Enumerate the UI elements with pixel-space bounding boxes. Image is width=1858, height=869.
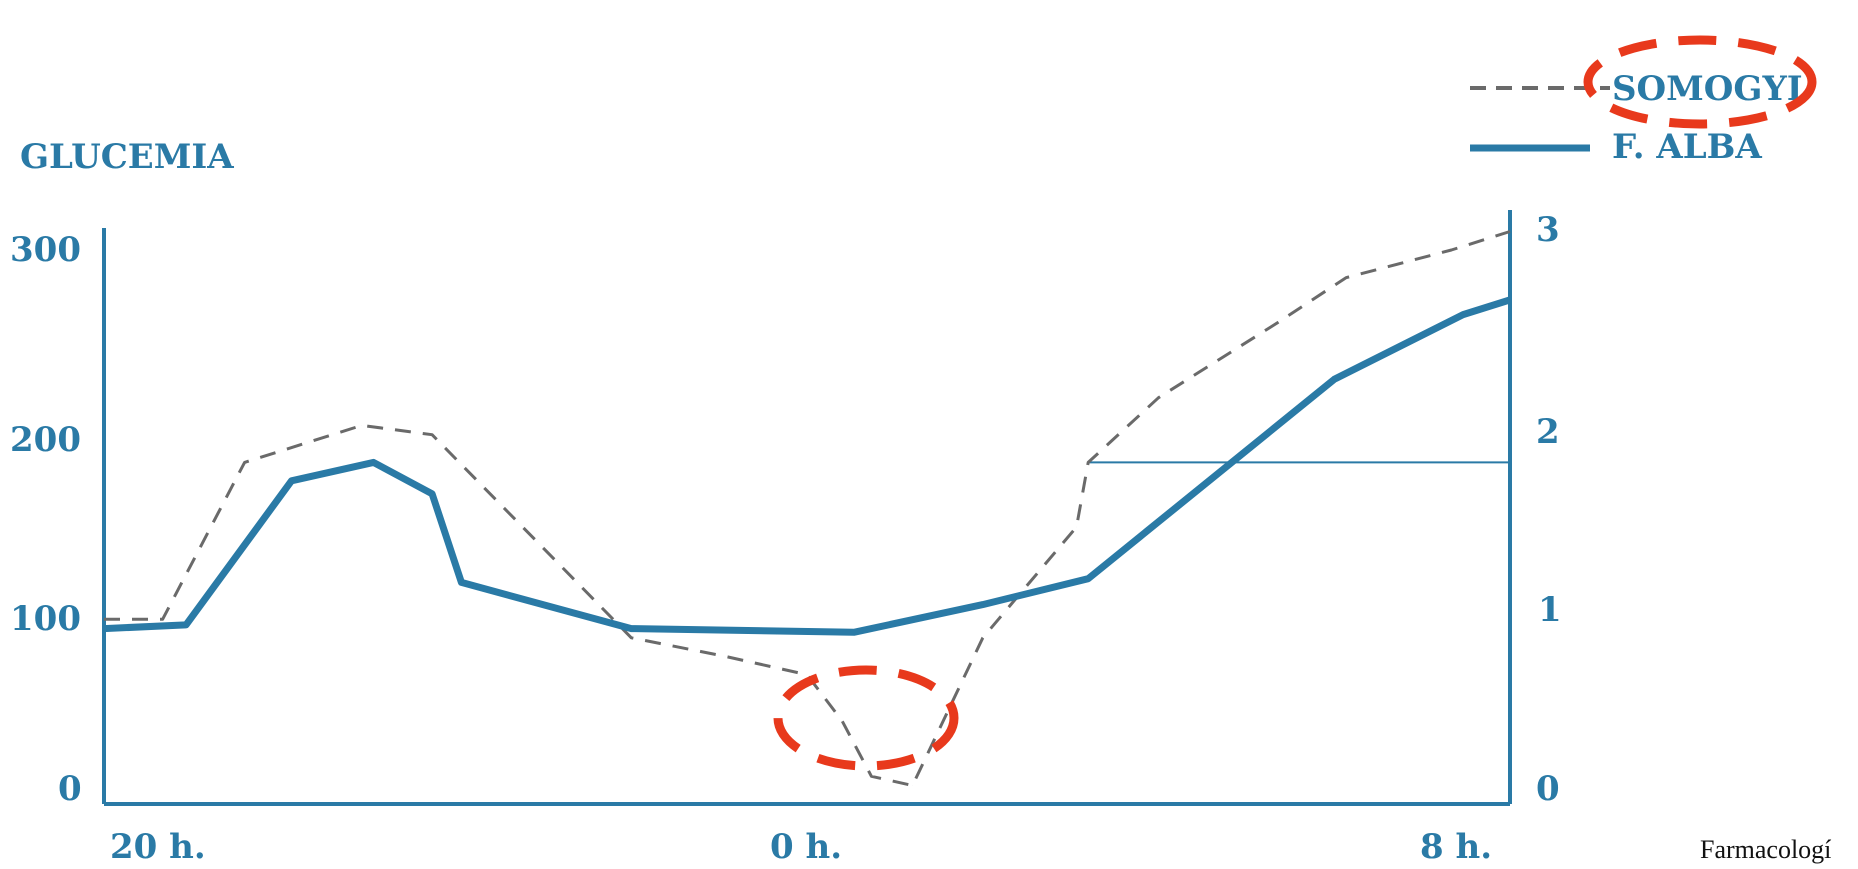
x-tick-0h: 0 h. bbox=[770, 827, 842, 867]
left-y-tick-200: 200 bbox=[10, 420, 81, 460]
series-line-f-alba bbox=[103, 296, 1512, 636]
left-y-tick-0: 0 bbox=[58, 769, 82, 809]
x-tick-8h: 8 h. bbox=[1420, 827, 1492, 867]
legend-label-alba: F. ALBA bbox=[1612, 127, 1762, 167]
legend-label-somogyi: SOMOGYI bbox=[1612, 69, 1803, 109]
x-tick-20h: 20 h. bbox=[110, 827, 206, 867]
highlight-legend-somogyi bbox=[1583, 35, 1817, 129]
right-y-tick-2: 2 bbox=[1536, 412, 1560, 452]
chart-legend: SOMOGYI F. ALBA bbox=[1470, 69, 1803, 167]
y-axis-title: GLUCEMIA bbox=[20, 137, 234, 177]
right-y-tick-3: 3 bbox=[1536, 210, 1560, 250]
source-credit: Farmacologí bbox=[1700, 835, 1831, 864]
highlight-somogyi-minimum bbox=[773, 665, 959, 771]
left-y-tick-100: 100 bbox=[10, 599, 81, 639]
right-y-tick-1: 1 bbox=[1538, 590, 1562, 630]
right-y-tick-0: 0 bbox=[1536, 769, 1560, 809]
series-line-somogyi bbox=[104, 230, 1511, 787]
left-y-tick-300: 300 bbox=[10, 230, 81, 270]
